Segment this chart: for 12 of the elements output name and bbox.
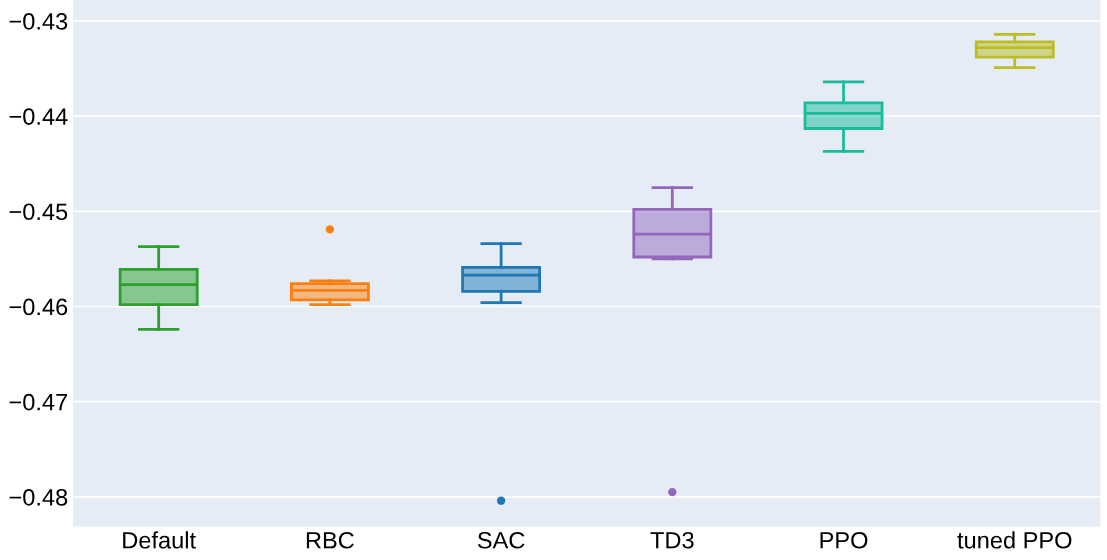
y-tick-label: −0.44 (9, 108, 68, 125)
y-tick-label: −0.45 (9, 203, 68, 221)
x-tick-label: Default (123, 531, 196, 549)
x-tick-label: TD3 (650, 531, 694, 549)
y-tick-label: −0.43 (9, 13, 68, 30)
x-tick-label: tuned PPO (957, 531, 1072, 549)
x-tick-label: SAC (477, 531, 525, 549)
y-tick-label: −0.48 (9, 488, 68, 506)
y-tick-label: −0.47 (9, 393, 68, 411)
x-tick-label: PPO (820, 531, 868, 549)
y-tick-label: −0.46 (9, 298, 68, 316)
x-tick-label: RBC (306, 531, 354, 549)
